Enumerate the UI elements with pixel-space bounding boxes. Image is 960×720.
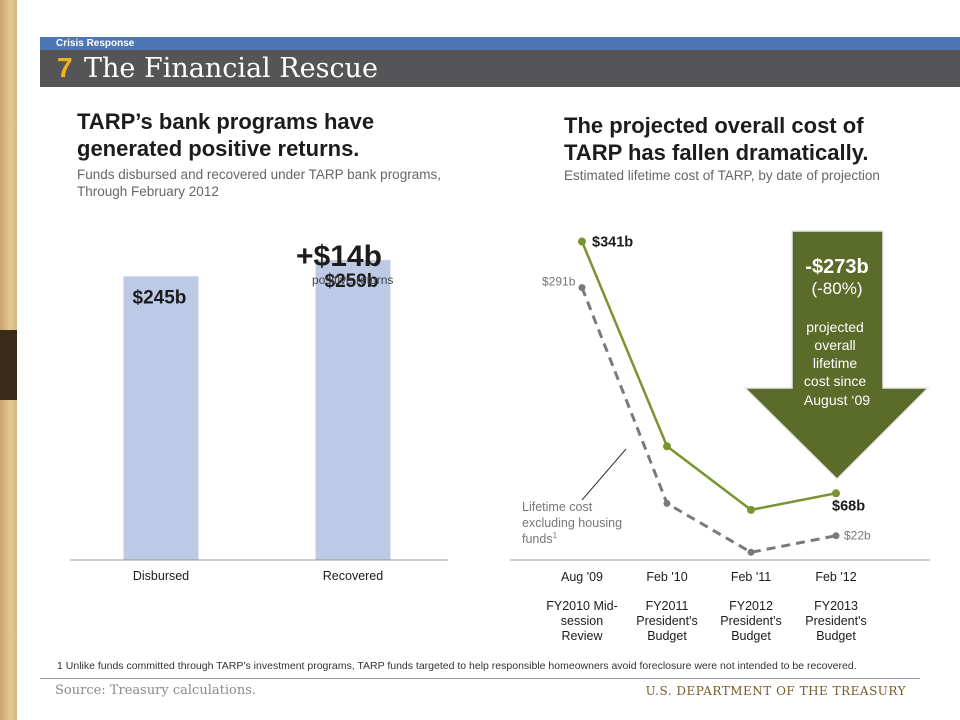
x-sublabel: session: [561, 614, 603, 628]
x-sublabel: FY2010 Mid-: [546, 599, 618, 613]
series-value-label: $22b: [844, 529, 871, 543]
bar-recovered: [315, 260, 391, 560]
x-sublabel: Budget: [647, 629, 687, 643]
left-edge-notch: [0, 330, 17, 400]
arrow-caption: projected overall lifetime cost since Au…: [804, 319, 870, 408]
arrow-value: -$273b: [805, 256, 868, 278]
bar-category-label: Recovered: [323, 569, 383, 583]
footer-divider: [40, 678, 920, 679]
right-headline-line2: TARP has fallen dramatically.: [564, 140, 869, 165]
x-tick-label: Feb '10: [646, 570, 687, 584]
delta-caption: positive returns: [312, 273, 393, 287]
series-value-label: $291b: [542, 275, 576, 289]
left-subtitle-line2: Through February 2012: [77, 184, 219, 199]
left-headline: TARP’s bank programs have generated posi…: [77, 108, 374, 162]
series-line-solid: [580, 241, 837, 512]
footnote: 1 Unlike funds committed through TARP’s …: [57, 660, 857, 672]
x-sublabel: FY2013: [814, 599, 858, 613]
right-subtitle: Estimated lifetime cost of TARP, by date…: [564, 168, 880, 183]
x-sublabel: Review: [562, 629, 604, 643]
x-sublabel: President's: [636, 614, 697, 628]
annotation-sup: 1: [553, 531, 558, 540]
series-value-label: $341b: [592, 235, 633, 251]
reduction-arrow: -$273b (-80%) projected overall lifetime…: [743, 230, 930, 481]
left-subtitle-line1: Funds disbursed and recovered under TARP…: [77, 167, 441, 182]
bar-value-label: $245b: [133, 287, 187, 308]
source-note: Source: Treasury calculations.: [55, 683, 257, 698]
slide-title: The Financial Rescue: [84, 53, 378, 84]
arrow-caption-line5: August ‘09: [804, 392, 870, 408]
reduction-arrow-shape: [743, 230, 930, 481]
left-edge-decoration: [0, 0, 17, 720]
series-point: [578, 284, 586, 292]
title-bar: 7 The Financial Rescue: [40, 50, 960, 87]
left-headline-line1: TARP’s bank programs have: [77, 109, 375, 134]
series-point: [578, 237, 586, 246]
series-point: [663, 499, 671, 507]
series-point: [832, 532, 840, 540]
section-strip: Crisis Response: [40, 37, 960, 50]
series-value-label: $68b: [832, 498, 865, 514]
arrow-caption-line2: overall: [814, 337, 855, 353]
bar-category-label: Disbursed: [133, 569, 189, 583]
arrow-caption-line3: lifetime: [813, 355, 858, 371]
arrow-caption-line4: cost since: [804, 373, 866, 389]
bar-disbursed: [123, 276, 199, 560]
left-subtitle: Funds disbursed and recovered under TARP…: [77, 166, 441, 200]
bar-value-label: $259b: [325, 271, 379, 292]
right-headline-line1: The projected overall cost of: [564, 113, 864, 138]
department-name: U.S. DEPARTMENT OF THE TREASURY: [645, 684, 906, 698]
line-chart: Lifetime cost excluding housing funds1 -…: [510, 230, 930, 643]
delta-value: +$14b: [296, 240, 382, 273]
annotation-line3: funds: [522, 532, 553, 546]
x-sublabel: FY2011: [646, 599, 689, 613]
footnote-text: Unlike funds committed through TARP’s in…: [65, 660, 857, 672]
x-tick-label: Feb '11: [731, 570, 771, 584]
arrow-pct: (-80%): [811, 279, 862, 298]
x-tick-label: Feb '12: [815, 570, 856, 584]
annotation-line1: Lifetime cost: [522, 500, 593, 514]
x-sublabel: FY2012: [729, 599, 773, 613]
right-headline: The projected overall cost of TARP has f…: [564, 112, 868, 166]
arrow-caption-line1: projected: [806, 319, 864, 335]
footnote-marker: 1: [57, 660, 63, 672]
series-point: [663, 442, 671, 451]
annotation-line2: excluding housing: [522, 516, 622, 530]
x-tick-label: Aug '09: [561, 570, 603, 584]
section-label: Crisis Response: [56, 38, 135, 49]
x-sublabel: Budget: [731, 629, 771, 643]
x-sublabel: President's: [805, 614, 866, 628]
annotation-text: Lifetime cost excluding housing funds1: [522, 500, 626, 546]
series-point: [747, 505, 755, 514]
series-point: [747, 548, 755, 556]
annotation-pointer: [581, 448, 627, 501]
left-headline-line2: generated positive returns.: [77, 136, 360, 161]
x-sublabel: President's: [720, 614, 781, 628]
x-sublabel: Budget: [816, 629, 856, 643]
series-point: [832, 489, 840, 498]
slide-number: 7: [57, 52, 73, 83]
bar-chart: $245b Disbursed $259b Recovered +$14b posit…: [70, 240, 448, 583]
